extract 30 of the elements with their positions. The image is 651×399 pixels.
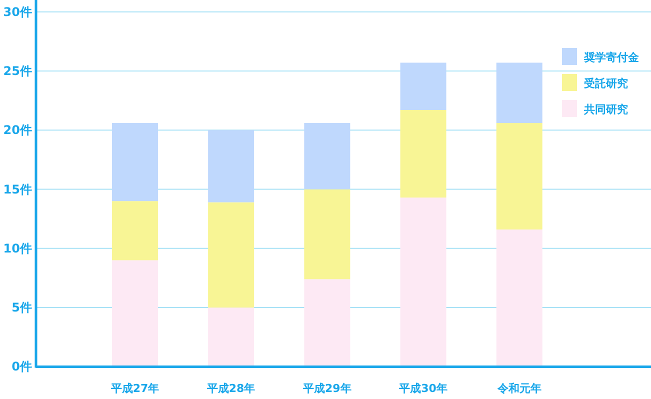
y-tick-label: 20件	[3, 123, 32, 138]
legend-label: 奨学寄付金	[583, 51, 640, 64]
bar	[304, 279, 350, 367]
bar	[496, 123, 542, 230]
x-tick-label: 平成28年	[206, 382, 256, 395]
bar	[496, 229, 542, 367]
bar	[400, 62, 446, 110]
bar	[304, 189, 350, 280]
y-tick-label: 10件	[3, 241, 32, 256]
x-tick-label: 平成30年	[398, 382, 448, 395]
x-tick-label: 令和元年	[496, 382, 542, 395]
legend-label: 共同研究	[583, 103, 628, 116]
y-tick-label: 25件	[3, 64, 32, 78]
legend-label: 受託研究	[583, 77, 628, 90]
y-tick-label: 0件	[12, 360, 32, 374]
y-tick-label: 5件	[12, 300, 32, 315]
bar	[112, 201, 158, 260]
bar	[304, 123, 350, 190]
bar	[400, 110, 446, 198]
bar	[112, 260, 158, 367]
x-tick-label: 平成29年	[302, 382, 352, 395]
bar	[112, 123, 158, 202]
x-tick-label: 平成27年	[110, 382, 160, 395]
y-tick-label: 30件	[3, 4, 32, 19]
y-tick-label: 15件	[3, 182, 32, 196]
bar	[208, 202, 254, 308]
bar	[400, 198, 446, 367]
bar	[496, 62, 542, 124]
bar	[208, 130, 254, 202]
bar	[208, 308, 254, 367]
